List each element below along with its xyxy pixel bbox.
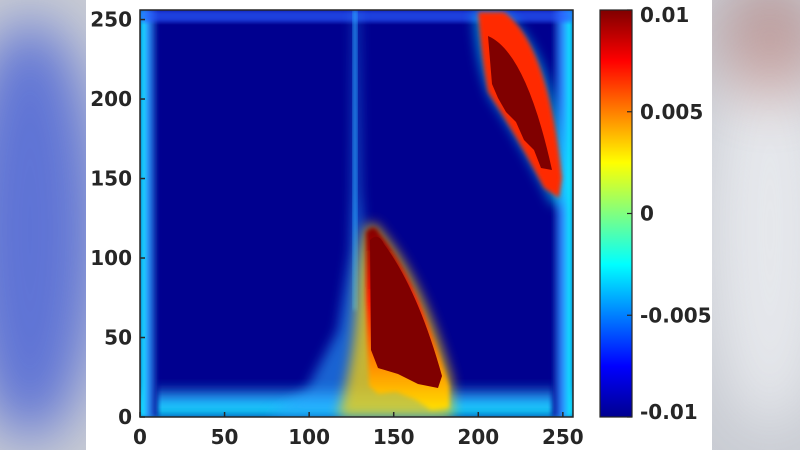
- central-line: [353, 10, 357, 310]
- colorbar-ticks: -0.01 -0.005 0 0.005 0.01: [627, 3, 712, 424]
- y-tick-label: 50: [104, 326, 132, 350]
- y-axis-ticks: 0 50 100 150 200 250: [90, 8, 145, 429]
- left-border-band: [140, 10, 158, 417]
- x-tick-label: 250: [542, 425, 584, 449]
- y-tick-label: 250: [90, 8, 132, 32]
- figure-panel: 0 50 100 150 200 250 0 50 100 150 200 250 -0.01 -0.…: [86, 0, 712, 450]
- x-tick-label: 0: [133, 425, 147, 449]
- y-tick-label: 150: [90, 167, 132, 191]
- upper-lobe-core: [488, 36, 552, 170]
- x-tick-label: 150: [373, 425, 415, 449]
- background-blob: [0, 20, 100, 440]
- y-tick-label: 0: [118, 405, 132, 429]
- colorbar-tick-label: 0: [640, 202, 654, 226]
- background-blob: [710, 30, 800, 430]
- right-border-band: [552, 10, 573, 417]
- colorbar-tick-label: 0.005: [640, 100, 703, 124]
- colorbar-tick-label: -0.005: [640, 303, 712, 327]
- colorbar-tick-label: -0.01: [640, 400, 698, 424]
- lower-lobe-core: [370, 236, 442, 388]
- x-axis-ticks: 0 50 100 150 200 250: [133, 412, 584, 449]
- x-tick-label: 50: [211, 425, 239, 449]
- plot-frame: [139, 9, 574, 418]
- y-tick-label: 200: [90, 87, 132, 111]
- x-tick-label: 200: [457, 425, 499, 449]
- y-tick-label: 100: [90, 246, 132, 270]
- colorbar-tick-label: 0.01: [640, 3, 689, 27]
- x-tick-label: 100: [288, 425, 330, 449]
